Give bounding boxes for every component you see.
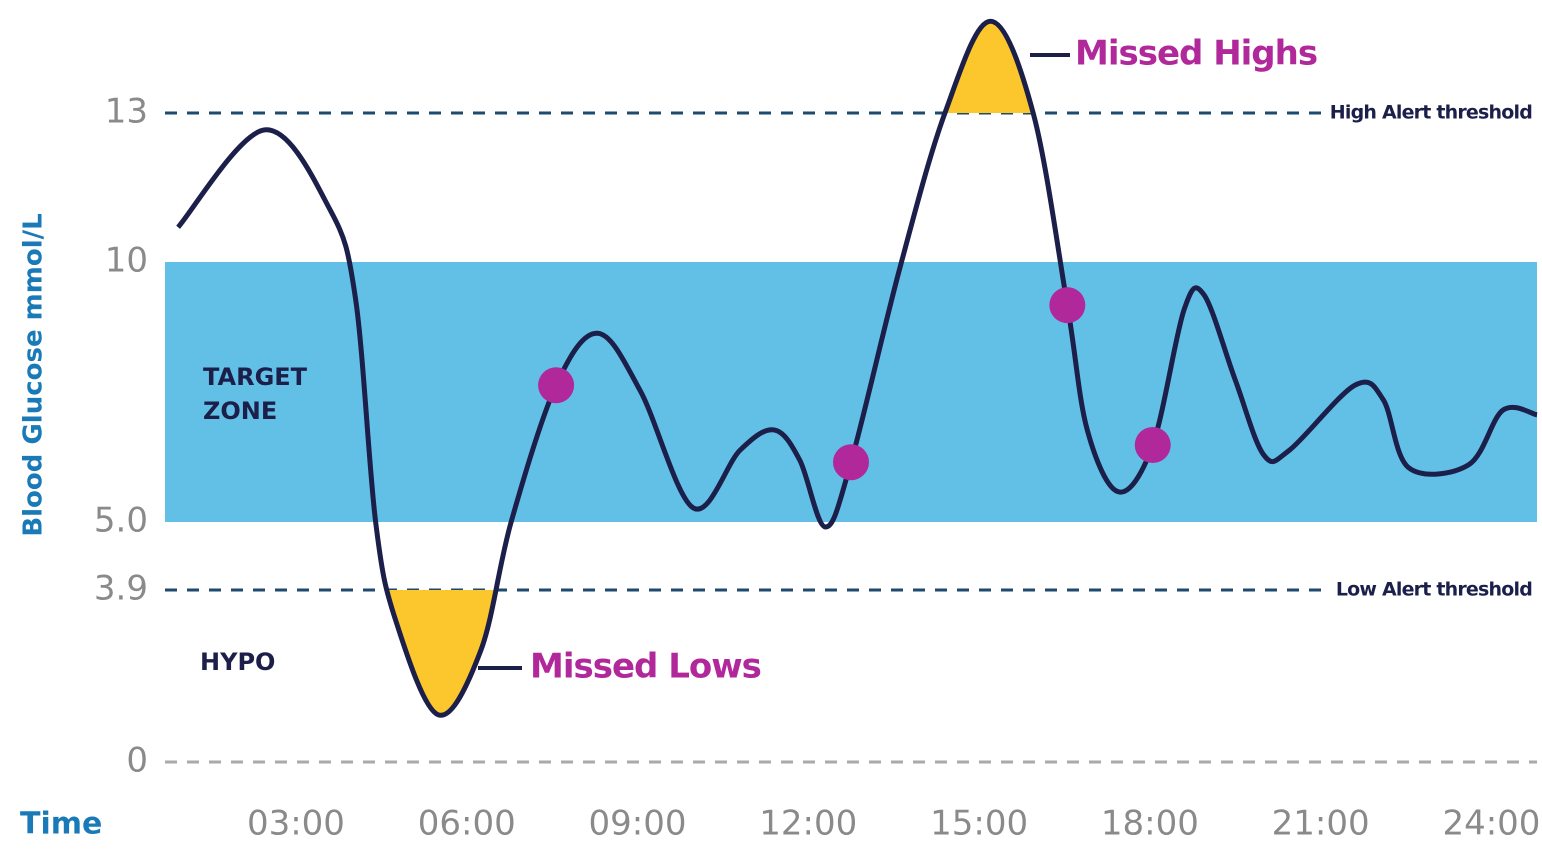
reading-point — [1049, 287, 1086, 324]
reading-point — [1134, 427, 1171, 464]
y-tick-label: 5.0 — [94, 501, 148, 541]
glucose-line — [176, 18, 1538, 718]
target-zone-label: TARGET — [203, 363, 308, 391]
annotation: Missed Highs — [1075, 34, 1317, 74]
missed-low-area — [386, 590, 496, 716]
target-zone-label: ZONE — [203, 397, 277, 425]
y-tick-label: 3.9 — [94, 569, 148, 609]
x-axis-label: Time — [20, 807, 102, 842]
y-axis-label: Blood Glucose mmol/L — [19, 213, 49, 536]
x-tick-label: 24:00 — [1442, 804, 1540, 844]
x-tick-label: 09:00 — [589, 804, 687, 844]
threshold-label: Low Alert threshold — [1336, 579, 1532, 601]
x-tick-label: 21:00 — [1272, 804, 1370, 844]
hypo-label: HYPO — [200, 648, 275, 676]
reading-point — [538, 367, 575, 404]
x-tick-label: 18:00 — [1101, 804, 1199, 844]
annotation: Missed Lows — [530, 647, 761, 687]
x-tick-label: 03:00 — [247, 804, 345, 844]
x-tick-label: 15:00 — [930, 804, 1028, 844]
threshold-label: High Alert threshold — [1330, 102, 1532, 124]
y-tick-label: 0 — [126, 741, 148, 781]
reading-point — [833, 444, 869, 481]
y-tick-label: 10 — [105, 241, 148, 281]
x-tick-label: 12:00 — [759, 804, 857, 844]
x-tick-label: 06:00 — [418, 804, 516, 844]
y-tick-label: 13 — [105, 92, 148, 132]
missed-high-area — [944, 21, 1034, 113]
